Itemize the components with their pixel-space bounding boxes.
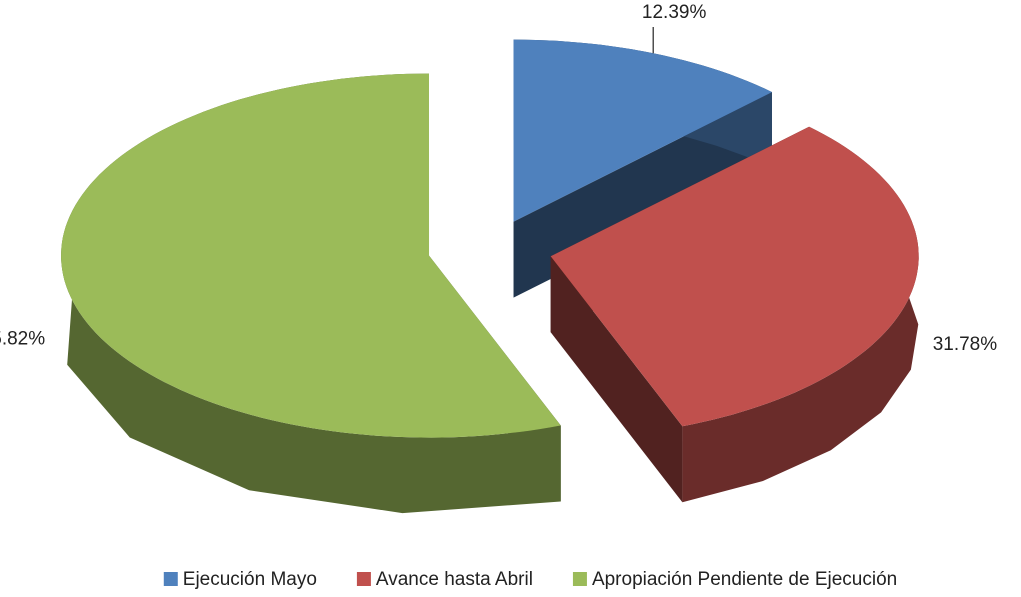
legend: Ejecución Mayo Avance hasta Abril Apropiac… — [163, 569, 897, 590]
legend-swatch — [356, 572, 371, 586]
legend-label: Avance hasta Abril — [376, 569, 533, 590]
data-label: 55.82% — [0, 328, 45, 349]
slice-top — [61, 73, 561, 438]
slice-side-wall — [550, 256, 683, 503]
pie-slice — [61, 73, 561, 514]
slice-top — [550, 126, 919, 427]
data-label: 12.39% — [642, 2, 707, 23]
pie-slice — [550, 126, 919, 503]
legend-label: Apropiación Pendiente de Ejecución — [592, 569, 897, 590]
legend-swatch — [572, 572, 587, 586]
legend-swatch — [163, 572, 178, 586]
data-label: 31.78% — [933, 334, 998, 355]
legend-label: Ejecución Mayo — [183, 569, 317, 590]
slice-top — [513, 39, 772, 222]
